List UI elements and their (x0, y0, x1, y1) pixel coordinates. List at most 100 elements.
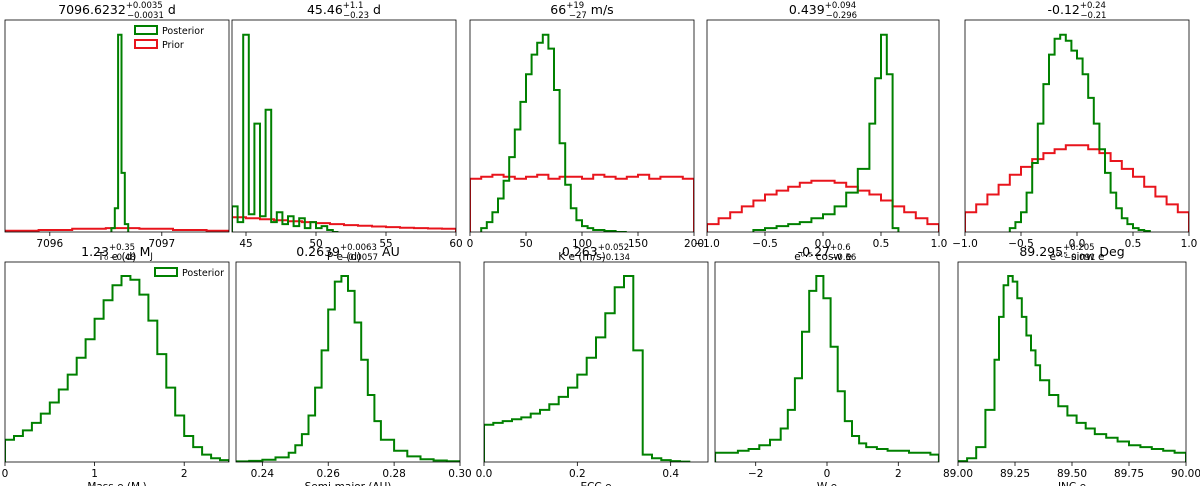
histogram-posterior (484, 275, 691, 462)
x-tick-label: 1 (91, 468, 98, 480)
x-tick-label: 1.0 (1181, 238, 1198, 250)
x-tick-label: 0.0 (1069, 238, 1086, 250)
panel-title: 89.295+0.205 −0.091 Deg (1019, 243, 1124, 263)
x-axis-label: e⁰·⁵ sinw e (1050, 251, 1105, 263)
title-value: 66 (550, 2, 566, 17)
chart-panel-3: 66+19 −27 m/s 0 50 100 150 200 K e (m/s) (467, 1, 704, 263)
title-lower-error: −0.56 (830, 253, 856, 263)
title-upper-error: +0.205 (1063, 243, 1094, 253)
histogram-prior (707, 179, 939, 232)
histogram-prior (965, 144, 1189, 232)
axes-frame (4, 19, 230, 233)
panel-title: 0.2639+0.0063 −0.0057 AU (296, 243, 399, 263)
x-tick-label: 200 (684, 238, 704, 250)
x-tick-label: 2 (181, 468, 188, 480)
title-unit: m/s (587, 2, 614, 17)
title-value: -0.27 (798, 244, 830, 259)
title-lower-error: −0.23 (343, 11, 369, 21)
title-lower-error: −0.21 (1080, 11, 1106, 21)
histogram-posterior (110, 33, 130, 232)
title-unit: d (369, 2, 381, 17)
histogram-prior (232, 216, 456, 232)
x-tick-label: 50 (309, 238, 322, 250)
title-value: 7096.6232 (58, 2, 126, 17)
title-upper-error: +0.0035 (126, 1, 163, 11)
x-axis-label: Mass e (MJ) (87, 481, 146, 486)
x-axis-label: T₀ e (d) (97, 251, 137, 263)
title-value: 0.439 (789, 2, 825, 17)
title-upper-error: +0.0063 (340, 243, 377, 253)
x-axis-label: P e (d) (327, 251, 361, 263)
x-tick-label: 0.28 (382, 468, 405, 480)
histogram-posterior (958, 275, 1186, 462)
histogram-posterior (232, 33, 339, 232)
legend-label-posterior: Posterior (182, 268, 224, 279)
x-tick-label: 0.4 (662, 468, 679, 480)
x-axis-label: K e (m/s) (558, 251, 605, 263)
x-tick-label: 89.25 (1000, 468, 1030, 480)
title-unit: d (164, 2, 176, 17)
x-tick-label: 150 (628, 238, 648, 250)
x-tick-label: 100 (572, 238, 592, 250)
title-lower-error: −0.091 (1064, 253, 1095, 263)
title-lower-error: −0.0057 (341, 253, 378, 263)
histogram-posterior (480, 33, 627, 232)
title-upper-error: +1.1 (343, 1, 364, 11)
title-lower-error: −0.134 (599, 253, 630, 263)
chart-panel-6: 1.23+0.35−0.48 MJ 0 1 2 Mass e (MJ) Posterior (2, 243, 230, 486)
x-tick-label: 0.2 (569, 468, 586, 480)
chart-panel-7: 0.2639+0.0063−0.0057 AU 0.24 0.26 0.28 0.30 S… (235, 243, 472, 486)
legend-swatch-posterior (134, 25, 158, 35)
title-lower-error: −0.0031 (127, 11, 164, 21)
x-tick-label: −0.5 (1008, 238, 1034, 250)
panel-title: 0.439+0.094 −0.296 (789, 1, 857, 21)
title-value: 89.295 (1019, 244, 1063, 259)
title-unit: AU (378, 244, 400, 259)
histogram-prior (470, 173, 694, 232)
title-upper-error: +0.35 (109, 243, 135, 253)
title-lower-error: −27 (569, 11, 587, 21)
legend-swatch-prior (134, 39, 158, 49)
histogram-posterior (752, 33, 900, 232)
axes-frame (706, 19, 940, 233)
x-tick-label: 60 (449, 238, 462, 250)
x-tick-label: 7097 (148, 238, 175, 250)
title-value: 0.263 (562, 244, 598, 259)
chart-panel-2: 45.46+1.1 −0.23 d 45 50 55 60 P e (d) (231, 1, 463, 263)
chart-panel-8: 0.263+0.052−0.134 0.0 0.2 0.4 ECC e (476, 243, 709, 486)
histogram-prior (5, 227, 229, 232)
chart-panel-5: -0.12+0.24 −0.21 −1.0 −0.5 0.0 0.5 1.0 e⁰·⁵ sin… (952, 1, 1197, 263)
title-upper-error: +0.094 (825, 1, 856, 11)
x-tick-label: 0.30 (448, 468, 471, 480)
axes-frame (957, 261, 1187, 463)
chart-panel-10: 89.295+0.205 −0.091 Deg 89.00 89.25 89.50 89.… (943, 243, 1200, 486)
legend-label-posterior: Posterior (162, 26, 204, 37)
x-tick-label: −1.0 (952, 238, 978, 250)
axes-frame (4, 261, 230, 463)
title-value: 0.2639 (296, 244, 340, 259)
title-value: 45.46 (307, 2, 343, 17)
x-tick-label: 45 (239, 238, 252, 250)
histogram-posterior (5, 275, 229, 462)
title-value: -0.12 (1048, 2, 1080, 17)
panel-title: 1.23+0.35 −0.48 MJ (81, 243, 153, 263)
title-value: 1.23 (81, 244, 109, 259)
x-tick-label: 0.24 (251, 468, 275, 480)
legend-swatch-posterior (154, 267, 178, 277)
x-tick-label: 90.00 (1171, 468, 1200, 480)
histogram-posterior (715, 275, 939, 462)
x-tick-label: 7096 (36, 238, 63, 250)
panel-title: 7096.6232+0.0035 −0.0031 d (58, 1, 176, 21)
x-tick-label: 0 (467, 238, 474, 250)
histogram-posterior (1008, 33, 1151, 232)
x-tick-label: 0.0 (476, 468, 493, 480)
x-tick-label: −0.5 (752, 238, 778, 250)
chart-panel-4: 0.439+0.094 −0.296 −1.0 −0.5 0.0 0.5 1.0 e⁰·⁵ c… (694, 1, 947, 263)
axes-frame (235, 261, 461, 463)
x-tick-label: 1.0 (931, 238, 948, 250)
title-unit: M (136, 244, 151, 259)
title-upper-error: +0.6 (830, 243, 851, 253)
legend: Posterior Prior (134, 25, 204, 51)
x-tick-label: −1.0 (694, 238, 720, 250)
